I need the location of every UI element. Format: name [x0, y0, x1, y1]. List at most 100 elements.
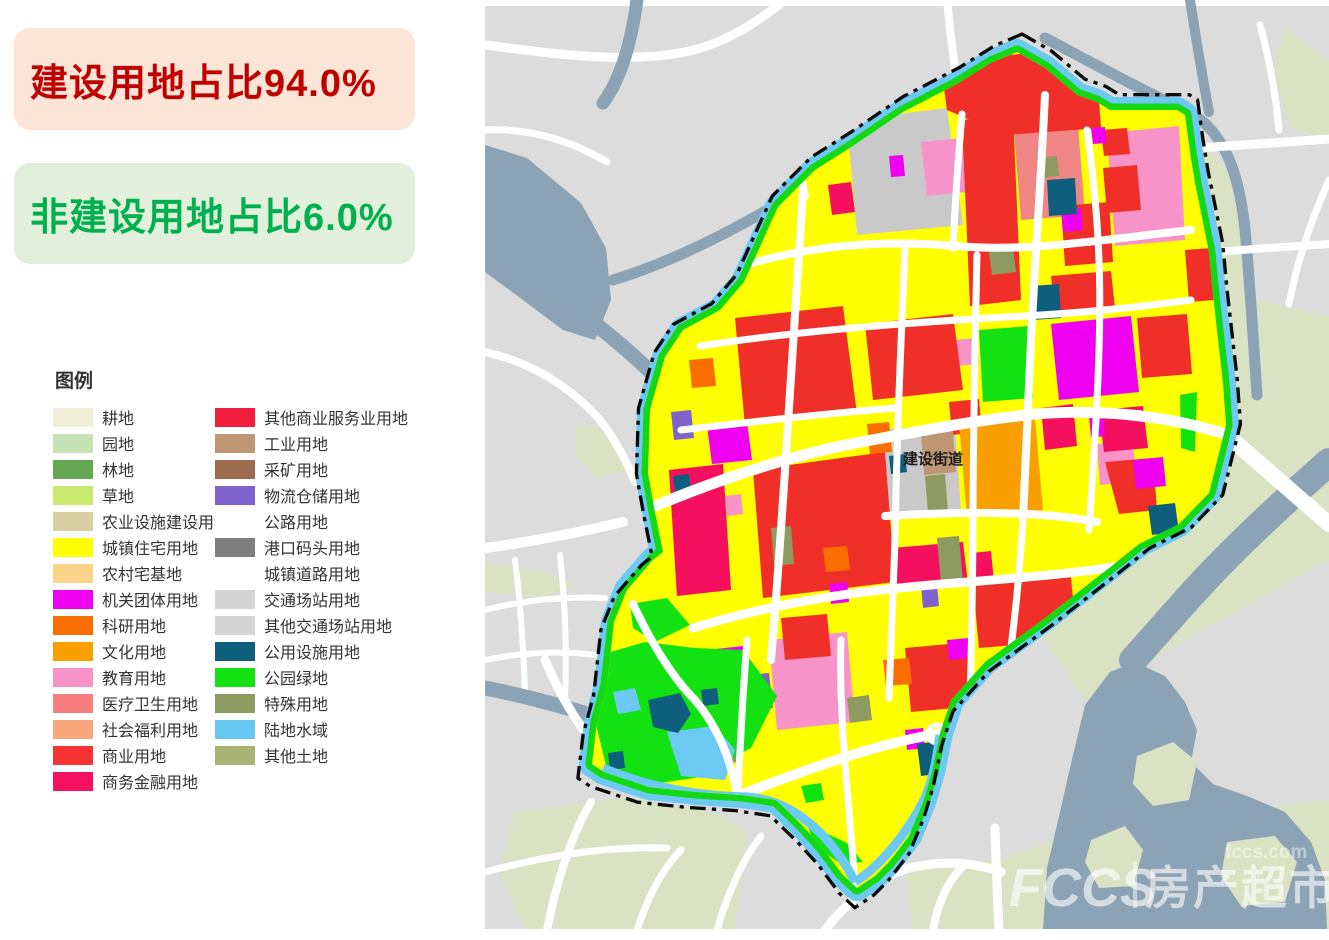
- legend-swatch: [53, 511, 93, 531]
- legend-swatch: [53, 693, 93, 713]
- legend-item: 其他商业服务业用地: [215, 404, 455, 430]
- legend-swatch: [215, 641, 255, 661]
- legend-item: 林地: [53, 456, 253, 482]
- legend-item: 陆地水域: [215, 716, 455, 742]
- legend-swatch: [53, 563, 93, 583]
- legend-swatch: [215, 745, 255, 765]
- legend-label: 教育用地: [102, 671, 167, 688]
- legend-label: 农村宅基地: [102, 567, 183, 584]
- legend-item: 机关团体用地: [53, 586, 253, 612]
- district-label: 建设街道: [903, 450, 963, 468]
- legend-item: 商务金融用地: [53, 768, 253, 794]
- legend-label: 城镇住宅用地: [102, 541, 199, 558]
- legend-item: 工业用地: [215, 430, 455, 456]
- legend-label: 耕地: [102, 411, 135, 428]
- left-panel: 建设用地占比94.0% 非建设用地占比6.0% 图例 耕地园地林地草地农业设施建…: [0, 0, 485, 935]
- legend-item: 其他土地: [215, 742, 455, 768]
- legend-label: 园地: [102, 437, 135, 454]
- legend-swatch: [215, 667, 255, 687]
- legend-swatch: [53, 433, 93, 453]
- legend-label: 其他商业服务业用地: [264, 411, 409, 428]
- legend-label: 文化用地: [102, 645, 167, 662]
- land-use-map: 建设街道 fccs.com FCCS 房产超市: [477, 0, 1329, 935]
- legend-title: 图例: [55, 371, 94, 392]
- watermark-divider: [1133, 862, 1137, 908]
- stat-banner-construction: 建设用地占比94.0%: [14, 28, 415, 130]
- legend-item: 医疗卫生用地: [53, 690, 253, 716]
- stat-banner-non-construction: 非建设用地占比6.0%: [14, 163, 415, 264]
- legend-label: 交通场站用地: [264, 593, 361, 610]
- legend-label: 城镇道路用地: [264, 567, 361, 584]
- legend-item: 港口码头用地: [215, 534, 455, 560]
- legend-item: 交通场站用地: [215, 586, 455, 612]
- legend-label: 公路用地: [264, 515, 329, 532]
- legend-item: 采矿用地: [215, 456, 455, 482]
- legend-swatch: [215, 615, 255, 635]
- legend-item: 公用设施用地: [215, 638, 455, 664]
- legend-label: 特殊用地: [264, 697, 329, 714]
- legend-label: 机关团体用地: [102, 593, 199, 610]
- legend-label: 港口码头用地: [264, 541, 361, 558]
- legend-column-right: 其他商业服务业用地 工业用地采矿用地物流仓储用地 公路用地港口码头用地 城镇道路用地交…: [215, 404, 455, 768]
- legend-swatch: [53, 667, 93, 687]
- legend-item: 物流仓储用地: [215, 482, 455, 508]
- legend-label: 工业用地: [264, 437, 329, 454]
- legend-item: 商业用地: [53, 742, 253, 768]
- legend: 图例 耕地园地林地草地农业设施建设用地 城镇住宅用地 农村宅基地机关团体用地 科研用地…: [53, 366, 475, 792]
- legend-item: 科研用地: [53, 612, 253, 638]
- legend-label: 草地: [102, 489, 135, 506]
- legend-label: 农业设施建设用地: [102, 515, 231, 532]
- legend-label: 其他交通场站用地: [264, 619, 393, 636]
- map-bottom-margin: [485, 929, 1329, 935]
- stat-banner-construction-text: 建设用地占比94.0%: [30, 62, 377, 105]
- legend-swatch: [215, 563, 255, 583]
- legend-label: 医疗卫生用地: [102, 697, 199, 714]
- legend-item: 园地: [53, 430, 253, 456]
- legend-item: 农业设施建设用地: [53, 508, 253, 534]
- legend-label: 物流仓储用地: [264, 489, 361, 506]
- legend-swatch: [53, 641, 93, 661]
- legend-swatch: [215, 407, 255, 427]
- watermark-brand: 房产超市: [1145, 862, 1329, 914]
- legend-swatch: [53, 407, 93, 427]
- legend-item: 农村宅基地: [53, 560, 253, 586]
- legend-label: 公用设施用地: [264, 645, 361, 662]
- legend-swatch: [53, 537, 93, 557]
- watermark-domain: fccs.com: [1225, 842, 1307, 863]
- legend-swatch: [215, 693, 255, 713]
- legend-swatch: [215, 433, 255, 453]
- legend-item: 城镇住宅用地: [53, 534, 253, 560]
- legend-item: 公路用地: [215, 508, 455, 534]
- legend-swatch: [215, 485, 255, 505]
- legend-column-left: 耕地园地林地草地农业设施建设用地 城镇住宅用地 农村宅基地机关团体用地 科研用地文化用…: [53, 404, 253, 794]
- legend-item: 其他交通场站用地: [215, 612, 455, 638]
- legend-item: 公园绿地: [215, 664, 455, 690]
- watermark-logo: FCCS: [1009, 858, 1156, 918]
- legend-item: 城镇道路用地: [215, 560, 455, 586]
- legend-swatch: [215, 511, 255, 531]
- legend-item: 社会福利用地: [53, 716, 253, 742]
- outside-roads: [480, 0, 1006, 935]
- legend-label: 社会福利用地: [102, 723, 199, 740]
- legend-swatch: [215, 589, 255, 609]
- legend-label: 公园绿地: [264, 671, 329, 688]
- legend-label: 林地: [102, 463, 135, 480]
- legend-label: 商业用地: [102, 749, 167, 766]
- legend-swatch: [215, 537, 255, 557]
- legend-label: 采矿用地: [264, 463, 329, 480]
- watermark: fccs.com FCCS 房产超市: [1009, 842, 1329, 918]
- legend-item: 耕地: [53, 404, 253, 430]
- legend-swatch: [53, 485, 93, 505]
- legend-item: 文化用地: [53, 638, 253, 664]
- legend-item: 草地: [53, 482, 253, 508]
- legend-item: 特殊用地: [215, 690, 455, 716]
- legend-swatch: [53, 745, 93, 765]
- legend-swatch: [53, 615, 93, 635]
- legend-swatch: [53, 459, 93, 479]
- legend-swatch: [215, 719, 255, 739]
- legend-label: 科研用地: [102, 619, 167, 636]
- legend-item: 教育用地: [53, 664, 253, 690]
- legend-label: 陆地水域: [264, 723, 329, 740]
- legend-swatch: [53, 771, 93, 791]
